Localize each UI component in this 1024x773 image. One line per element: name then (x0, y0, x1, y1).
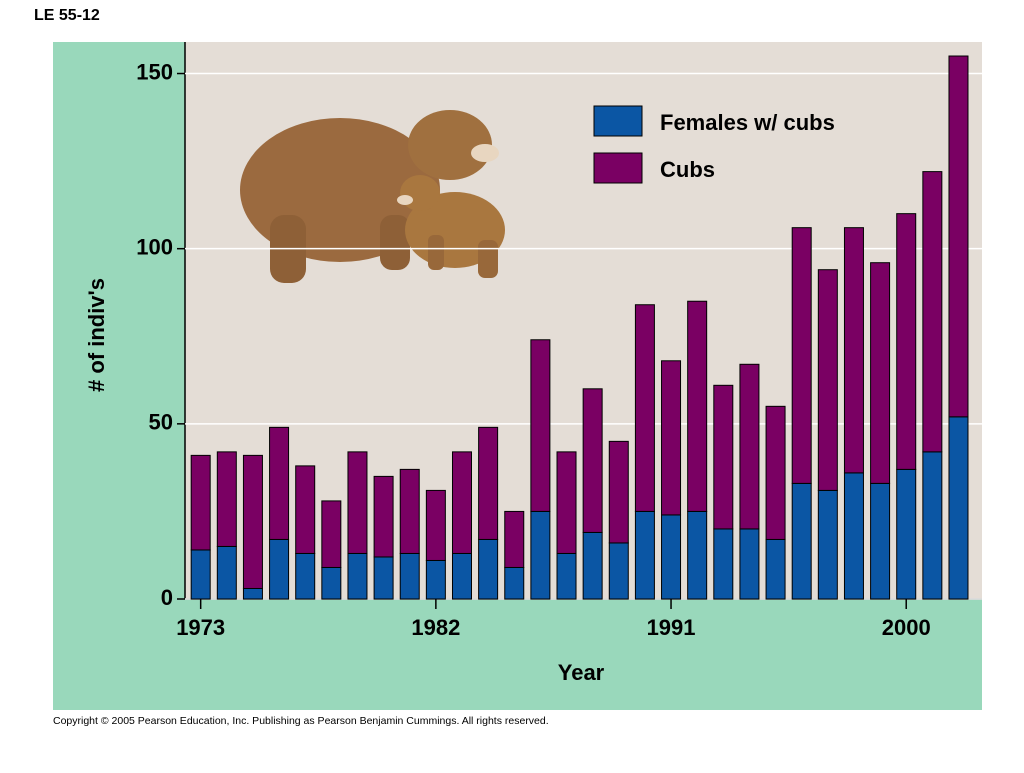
bar-segment (582, 531, 603, 600)
bar-segment (817, 269, 838, 491)
bar-segment (451, 552, 472, 600)
bar-segment (556, 451, 577, 554)
legend-swatch (593, 152, 643, 184)
bar-segment (765, 538, 786, 600)
bar-segment (347, 552, 368, 600)
bar-segment (739, 363, 760, 530)
bar-segment (295, 552, 316, 600)
bar-segment (504, 566, 525, 600)
legend-label: Females w/ cubs (660, 110, 835, 135)
bar-segment (634, 304, 655, 512)
bar-segment (216, 451, 237, 547)
x-tick-label: 1982 (411, 615, 460, 640)
bar-segment (399, 468, 420, 554)
legend-swatch (593, 105, 643, 137)
bar-segment (817, 489, 838, 600)
x-tick-label: 2000 (882, 615, 931, 640)
bar-segment (608, 440, 629, 544)
bar-segment (504, 510, 525, 568)
bar-segment (896, 213, 917, 470)
bar-segment (295, 465, 316, 554)
bar-segment (242, 454, 263, 589)
bar-segment (687, 300, 708, 512)
bar-segment (922, 171, 943, 453)
figure-label: LE 55-12 (34, 7, 100, 24)
bar-segment (608, 542, 629, 600)
copyright: Copyright © 2005 Pearson Education, Inc.… (53, 715, 549, 727)
bar-segment (478, 426, 499, 540)
bar-segment (922, 451, 943, 600)
bar-segment (190, 549, 211, 600)
bar-segment (791, 482, 812, 600)
bar-segment (948, 55, 969, 418)
bar-segment (948, 416, 969, 600)
bar-segment (713, 384, 734, 530)
y-tick-label: 0 (161, 585, 173, 610)
bar-segment (843, 227, 864, 474)
bar-segment (425, 489, 446, 561)
bar-segment (896, 468, 917, 600)
bar-segment (661, 360, 682, 516)
bear-illustration (240, 110, 505, 283)
y-tick-label: 50 (149, 410, 173, 435)
bar-segment (373, 556, 394, 600)
bar-segment (791, 227, 812, 484)
bar-segment (530, 339, 551, 512)
bar-segment (687, 510, 708, 600)
x-axis-label: Year (558, 660, 605, 685)
bar-segment (765, 405, 786, 540)
bar-segment (661, 514, 682, 600)
bar-segment (713, 528, 734, 600)
x-tick-label: 1973 (176, 615, 225, 640)
bar-segment (425, 559, 446, 600)
x-tick-label: 1991 (647, 615, 696, 640)
y-tick-label: 100 (136, 234, 173, 259)
bar-segment (739, 528, 760, 600)
bar-segment (321, 500, 342, 568)
bar-segment (634, 510, 655, 600)
bar-segment (321, 566, 342, 600)
bar-segment (216, 545, 237, 600)
legend-label: Cubs (660, 157, 715, 182)
bar-segment (530, 510, 551, 600)
bar-segment (451, 451, 472, 554)
bar-segment (870, 482, 891, 600)
bar-segment (269, 426, 290, 540)
bar-segment (870, 262, 891, 484)
bar-segment (478, 538, 499, 600)
bar-segment (399, 552, 420, 600)
bar-segment (556, 552, 577, 600)
y-axis-label: # of indiv's (84, 278, 109, 392)
bar-segment (190, 454, 211, 551)
bar-segment (373, 475, 394, 558)
bar-segment (347, 451, 368, 554)
bar-segment (242, 587, 263, 600)
y-tick-label: 150 (136, 59, 173, 84)
bar-segment (582, 388, 603, 533)
bar-segment (843, 472, 864, 600)
bar-segment (269, 538, 290, 600)
